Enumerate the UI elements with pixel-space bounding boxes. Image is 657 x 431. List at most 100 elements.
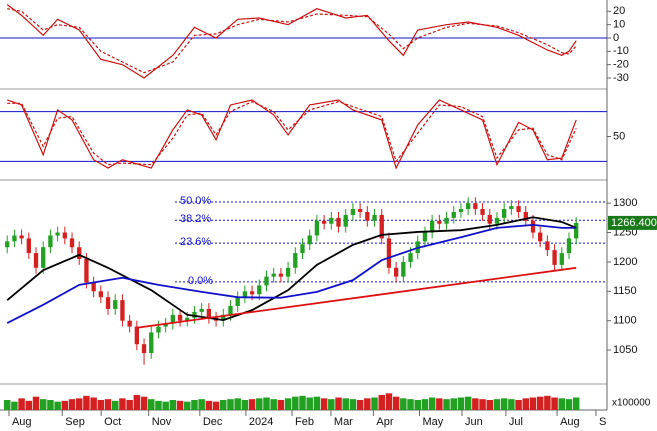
candle-body	[84, 258, 89, 283]
candle-body	[199, 308, 204, 312]
candle-body	[69, 238, 75, 248]
candle-body	[336, 217, 341, 227]
volume-bar	[11, 401, 18, 410]
candle-body	[545, 241, 550, 251]
volume-bar	[47, 400, 54, 410]
indicator-line	[6, 216, 577, 322]
volume-bar	[385, 393, 393, 410]
candle-body	[5, 241, 10, 248]
y-tick-label: 1050	[613, 344, 637, 356]
candle-body	[41, 247, 46, 268]
fib-label: 0.0%	[188, 275, 213, 287]
volume-bar	[364, 398, 371, 410]
volume-bar	[565, 399, 573, 410]
volume-bar	[83, 395, 90, 410]
volume-bar	[234, 398, 241, 410]
series-line	[7, 99, 577, 170]
candle-body	[401, 261, 406, 277]
y-tick-label: -30	[613, 72, 629, 84]
candle-body	[552, 250, 557, 265]
volume-bar	[500, 398, 508, 410]
volume-bar	[472, 398, 479, 410]
volume-bar	[133, 395, 141, 410]
volume-bar	[39, 399, 47, 410]
candle-body	[458, 209, 464, 212]
volume-bar	[392, 396, 400, 410]
volume-bar	[400, 398, 407, 410]
candle-body	[314, 220, 320, 236]
fib-label: 50.0%	[180, 195, 211, 207]
candle-body	[62, 232, 67, 239]
volume-bar	[349, 399, 357, 410]
candle-body	[249, 291, 255, 295]
volume-bar	[25, 400, 33, 410]
volume-bar	[220, 400, 227, 410]
candle-body	[127, 320, 132, 327]
candle-body	[321, 220, 327, 224]
volume-bar	[270, 399, 277, 410]
volume-bar	[508, 399, 515, 410]
x-tick-label: May	[423, 416, 444, 428]
candle-body	[134, 326, 140, 345]
volume-bar	[421, 399, 429, 410]
candle-body	[293, 253, 298, 268]
volume-bar	[299, 395, 306, 410]
volume-bar	[61, 400, 69, 410]
candle-body	[242, 291, 248, 298]
x-tick-label: Nov	[152, 416, 172, 428]
series-line	[7, 100, 577, 166]
volume-bar	[536, 396, 544, 410]
candle-body	[473, 203, 478, 210]
series-line	[6, 4, 577, 79]
candle-body	[170, 314, 176, 324]
volume-bar	[443, 399, 450, 410]
y-tick-label: 1200	[613, 256, 637, 268]
volume-bar	[256, 398, 263, 410]
volume-bar	[54, 401, 61, 410]
volume-bar	[450, 398, 457, 410]
volume-bar	[241, 400, 249, 410]
volume-unit: x100000	[612, 398, 651, 409]
volume-bar	[479, 399, 486, 410]
volume-bar	[320, 398, 328, 410]
y-tick-label: 20	[613, 5, 625, 17]
candle-body	[350, 209, 356, 215]
volume-bar	[342, 398, 349, 410]
volume-bar	[104, 399, 112, 410]
volume-bar	[184, 401, 191, 410]
volume-bar	[522, 398, 530, 410]
candle-body	[185, 317, 190, 321]
candle-body	[221, 314, 226, 321]
candle-body	[271, 273, 276, 277]
candle-body	[300, 244, 305, 254]
candle-body	[235, 297, 240, 307]
volume-bar	[313, 396, 321, 410]
x-tick-label: Mar	[334, 416, 353, 428]
volume-bar	[205, 400, 213, 410]
volume-bar	[371, 397, 378, 410]
x-tick-label: S	[599, 416, 606, 428]
fib-label: 38.2%	[180, 213, 211, 225]
candle-body	[141, 344, 147, 354]
candle-body	[494, 217, 500, 224]
volume-bar	[169, 400, 177, 410]
x-tick-label: Sep	[65, 416, 85, 428]
candle-body	[523, 211, 528, 221]
volume-bar	[551, 397, 558, 410]
candle-body	[422, 232, 428, 242]
candle-body	[26, 238, 31, 254]
candle-body	[357, 209, 363, 212]
candle-body	[509, 206, 514, 210]
volume-bar	[292, 396, 299, 410]
candle-body	[257, 285, 262, 295]
candle-body	[149, 332, 154, 354]
candle-body	[329, 217, 334, 224]
candle-body	[566, 238, 572, 254]
candle-body	[48, 235, 53, 248]
candle-body	[163, 323, 168, 327]
volume-bar	[140, 396, 148, 410]
x-tick-label: 2024	[249, 416, 273, 428]
volume-bar	[97, 400, 105, 410]
volume-bar	[328, 399, 335, 410]
x-tick-label: Aug	[12, 416, 32, 428]
